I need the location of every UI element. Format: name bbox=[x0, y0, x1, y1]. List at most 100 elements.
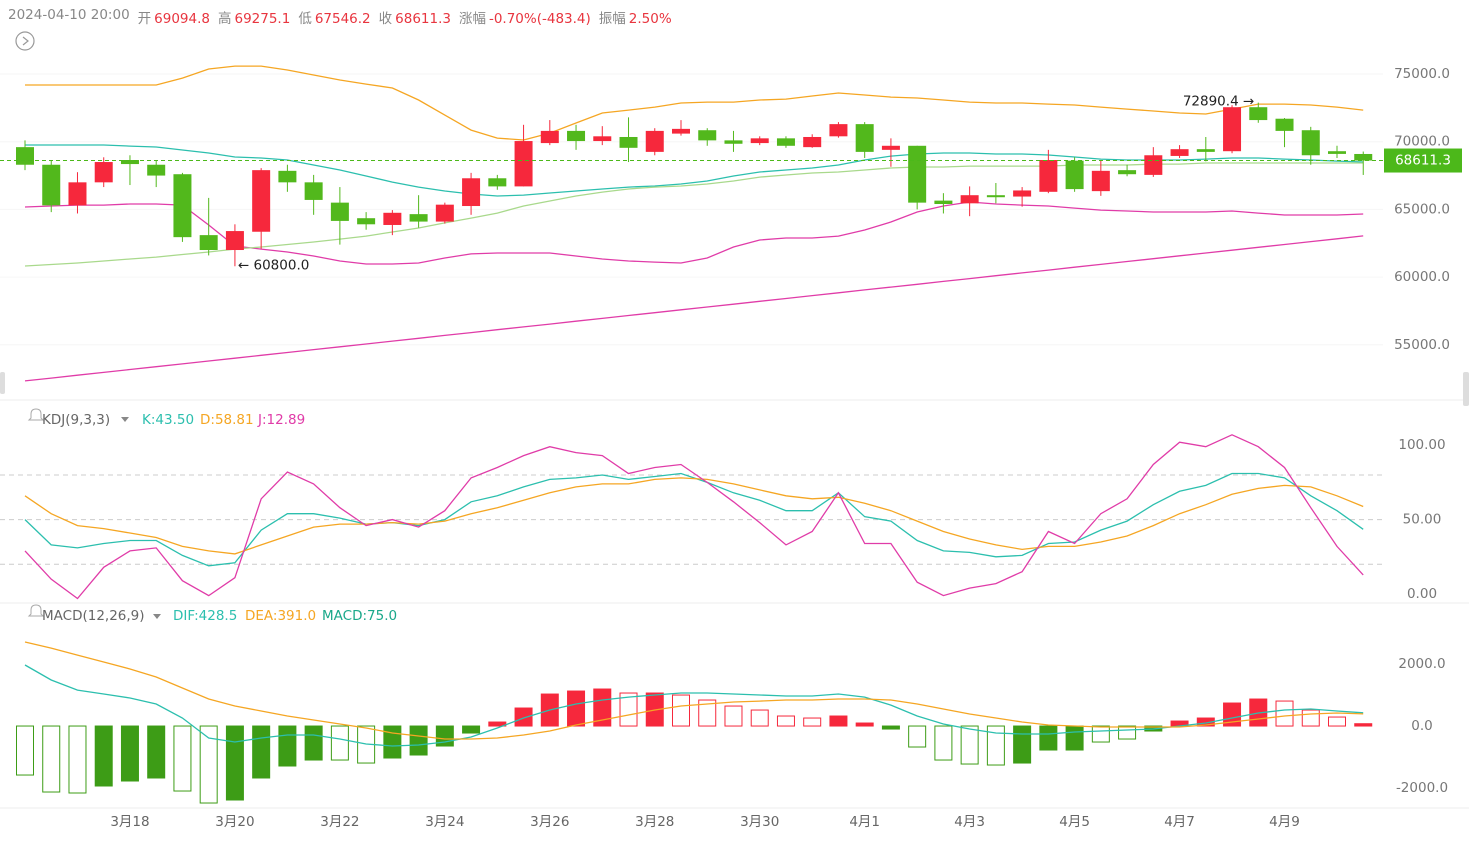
candle-body bbox=[750, 138, 769, 144]
candle-body bbox=[383, 212, 402, 225]
macd-bar bbox=[16, 725, 34, 776]
candle-body bbox=[1170, 149, 1189, 156]
y-tick-label: 55000.0 bbox=[1394, 337, 1450, 353]
candle-body bbox=[94, 162, 113, 183]
macd-bar bbox=[1013, 725, 1032, 764]
x-tick-label: 3月18 bbox=[110, 814, 149, 830]
play-icon bbox=[22, 36, 29, 46]
low-marker: ← 60800.0 bbox=[238, 257, 309, 273]
macd-bar bbox=[252, 725, 271, 779]
candle-body bbox=[225, 231, 244, 251]
field-value: 67546.2 bbox=[314, 11, 371, 27]
candle-body bbox=[960, 195, 979, 204]
play-button[interactable] bbox=[15, 31, 35, 51]
x-tick-label: 4月9 bbox=[1269, 814, 1300, 830]
candle-body bbox=[619, 136, 638, 148]
macd-bar bbox=[1354, 723, 1373, 727]
series-line bbox=[25, 65, 1364, 141]
macd-bar bbox=[803, 717, 822, 727]
macd-bar bbox=[383, 725, 402, 759]
legend-entry: MACD:75.0 bbox=[322, 608, 397, 624]
candle-body bbox=[698, 130, 717, 141]
candle-body bbox=[803, 136, 822, 148]
candle-body bbox=[1144, 155, 1163, 175]
dropdown-icon[interactable] bbox=[121, 417, 129, 422]
x-tick-label: 3月26 bbox=[530, 814, 569, 830]
last-price-label: 68611.3 bbox=[1395, 153, 1451, 169]
candle-body bbox=[1196, 149, 1215, 152]
candle-body bbox=[776, 138, 795, 146]
macd-bar bbox=[750, 709, 769, 727]
macd-bar bbox=[462, 725, 481, 734]
x-tick-label: 4月3 bbox=[954, 814, 985, 830]
last-price-box bbox=[1384, 148, 1462, 173]
candle-body bbox=[120, 160, 139, 165]
header-field: 开 69094.8 bbox=[138, 7, 210, 27]
series-line bbox=[24, 641, 1364, 740]
x-tick-label: 4月7 bbox=[1164, 814, 1195, 830]
indicator-title: MACD(12,26,9) bbox=[42, 608, 145, 624]
candle-body bbox=[986, 195, 1005, 198]
bell-icon[interactable] bbox=[27, 408, 45, 421]
macd-bar bbox=[829, 715, 848, 727]
dropdown-icon[interactable] bbox=[153, 614, 161, 619]
candle-body bbox=[68, 182, 87, 206]
ohlc-header: 2024-04-10 20:00 开 69094.8 高 69275.1 低 67546.… bbox=[8, 7, 672, 27]
macd-bar bbox=[855, 722, 874, 727]
series-line bbox=[24, 477, 1364, 555]
candle-body bbox=[1275, 118, 1294, 131]
macd-bar bbox=[908, 725, 927, 748]
macd-bar bbox=[488, 721, 507, 727]
header-field: 振幅 2.50% bbox=[599, 7, 672, 27]
y-tick-label: 2000.0 bbox=[1398, 656, 1445, 672]
macd-bar bbox=[68, 725, 87, 794]
header-field: 高 69275.1 bbox=[218, 7, 290, 27]
left-handle[interactable] bbox=[0, 372, 5, 394]
macd-bar bbox=[330, 725, 349, 761]
x-tick-label: 3月28 bbox=[635, 814, 674, 830]
candle-body bbox=[1013, 190, 1032, 197]
candle-body bbox=[881, 145, 900, 150]
field-label: 振幅 bbox=[598, 11, 626, 27]
macd-bar bbox=[42, 725, 61, 793]
macd-bar bbox=[593, 688, 612, 727]
field-value: -0.70%(-483.4) bbox=[488, 11, 591, 27]
legend-entry: DIF:428.5 bbox=[173, 608, 237, 624]
macd-bar bbox=[514, 707, 533, 727]
candle-body bbox=[1118, 170, 1137, 175]
x-tick-label: 4月1 bbox=[849, 814, 880, 830]
y-tick-label: 0.0 bbox=[1411, 718, 1432, 734]
header-field: 低 67546.2 bbox=[298, 7, 370, 27]
y-tick-label: 50.00 bbox=[1403, 512, 1442, 528]
macd-bar bbox=[1118, 725, 1137, 740]
candle-body bbox=[278, 170, 297, 183]
macd-bar bbox=[1275, 700, 1294, 727]
candle-body bbox=[1249, 107, 1268, 121]
candle-body bbox=[42, 164, 61, 206]
high-marker: 72890.4 → bbox=[1183, 94, 1254, 110]
header-field: 涨幅 -0.70%(-483.4) bbox=[459, 7, 591, 27]
candle-body bbox=[1091, 170, 1110, 192]
candle-body bbox=[672, 128, 690, 134]
macd-bar bbox=[147, 725, 166, 779]
candle-body bbox=[908, 145, 927, 203]
macd-bar bbox=[567, 690, 586, 727]
candle-body bbox=[1223, 107, 1242, 152]
candle-body bbox=[252, 170, 271, 232]
y-tick-label: 75000.0 bbox=[1394, 66, 1450, 82]
candle-body bbox=[829, 124, 848, 137]
right-handle[interactable] bbox=[1463, 372, 1469, 406]
bell-icon[interactable] bbox=[27, 604, 45, 617]
field-value: 69275.1 bbox=[234, 11, 291, 27]
candle-body bbox=[645, 130, 664, 152]
x-tick-label: 3月30 bbox=[740, 814, 779, 830]
candle-body bbox=[724, 140, 743, 144]
series-line bbox=[24, 162, 1364, 267]
candle-body bbox=[488, 178, 507, 187]
x-tick-label: 3月20 bbox=[215, 814, 254, 830]
datetime: 2024-04-10 20:00 bbox=[8, 7, 130, 23]
macd-bar bbox=[225, 725, 244, 801]
y-tick-label: -2000.0 bbox=[1396, 780, 1448, 796]
